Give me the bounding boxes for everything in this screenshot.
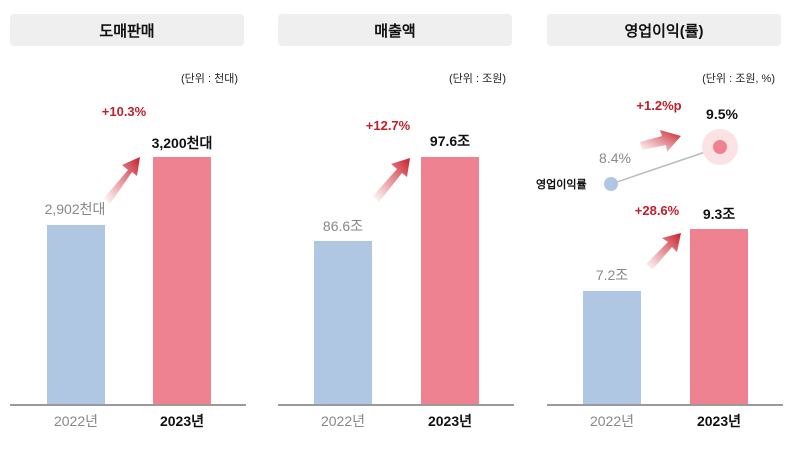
x-tick: 2023년 <box>159 413 205 429</box>
x-tick: 2022년 <box>589 413 635 429</box>
value-label: 2,902천대 <box>44 201 106 217</box>
margin-point-2022 <box>604 177 618 191</box>
change-label: +10.3% <box>101 104 147 119</box>
x-axis <box>547 404 783 406</box>
bar-2023 <box>690 229 748 405</box>
margin-series-label: 영업이익률 <box>536 179 587 191</box>
panel-title: 매출액 <box>278 14 512 46</box>
panel-title: 영업이익(률) <box>547 14 781 46</box>
x-axis <box>278 404 514 406</box>
increase-arrow-icon <box>646 233 681 270</box>
panel-title: 도매판매 <box>10 14 244 46</box>
increase-arrow-icon <box>640 130 681 152</box>
x-tick: 2023년 <box>427 413 473 429</box>
bar-2022 <box>583 291 641 405</box>
margin-point-2023 <box>713 140 727 154</box>
bar-2023 <box>421 157 479 405</box>
increase-arrow-icon <box>104 157 140 204</box>
unit-label: (단위 : 조원, %) <box>702 73 775 85</box>
bar-2022 <box>47 225 105 405</box>
x-axis <box>10 404 246 406</box>
unit-label: (단위 : 천대) <box>181 73 238 85</box>
value-label: 3,200천대 <box>151 135 213 151</box>
value-label: 97.6조 <box>429 133 471 149</box>
bar-2022 <box>314 241 372 405</box>
change-label: +28.6% <box>634 203 680 218</box>
x-tick: 2022년 <box>53 413 99 429</box>
margin-value-label: 8.4% <box>599 150 631 166</box>
value-label: 86.6조 <box>322 218 364 234</box>
value-label: 7.2조 <box>595 267 629 283</box>
x-tick: 2022년 <box>320 413 366 429</box>
change-label: +12.7% <box>365 118 411 133</box>
margin-line <box>610 146 721 185</box>
unit-label: (단위 : 조원) <box>449 73 506 85</box>
bar-2023 <box>153 157 211 405</box>
increase-arrow-icon <box>373 158 410 202</box>
value-label: 9.3조 <box>702 206 736 222</box>
x-tick: 2023년 <box>696 413 742 429</box>
margin-value-label: 9.5% <box>706 106 738 122</box>
margin-change-label: +1.2%p <box>636 98 682 113</box>
